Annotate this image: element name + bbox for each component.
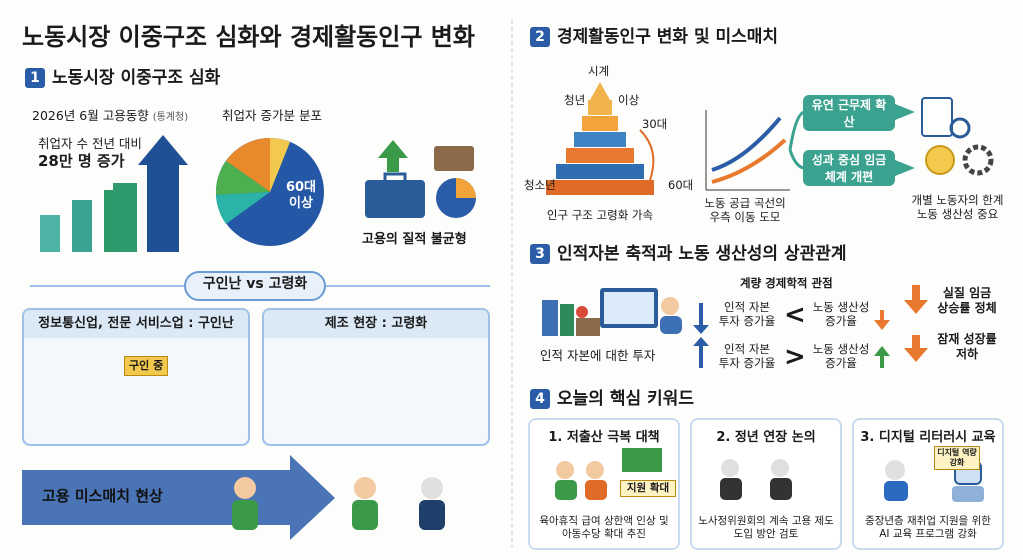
section-number: 1 <box>25 68 45 88</box>
growth-value: 28만 명 증가 <box>38 152 125 170</box>
branch-box: 성과 중심 임금 체계 개편 <box>803 150 895 186</box>
section-title: 오늘의 핵심 키워드 <box>557 389 694 409</box>
hiring-sign: 구인 중 <box>124 356 169 376</box>
perspective: 계량 경제학적 관점 <box>740 276 833 290</box>
pyramid-label: 60대 <box>668 178 694 192</box>
growth-caption: 취업자 수 전년 대비 <box>38 136 142 151</box>
section-title: 경제활동인구 변화 및 미스매치 <box>557 27 779 47</box>
pyramid-label: 이상 <box>618 93 640 107</box>
pyramid-caption: 인구 구조 고령화 가속 <box>546 208 654 222</box>
pyramid-label: 청소년 <box>524 178 556 192</box>
mismatch-label: 고용 미스매치 현상 <box>42 487 163 505</box>
card-title: 3. 디지털 리터러시 교육 <box>860 430 996 445</box>
comparison-left: 인적 자본 투자 증가율 <box>718 342 776 371</box>
release: 2026년 6월 고용동향 <box>32 108 149 123</box>
pie-label: 60대 이상 <box>285 180 317 212</box>
comparison-result: 실질 임금 상승률 정체 <box>937 286 997 315</box>
card-text: 육아휴직 급여 상한액 인상 및 아동수당 확대 추진 <box>539 514 669 541</box>
card-title: 2. 정년 연장 논의 <box>716 430 816 445</box>
conclusion: 개별 노동자의 한계 노동 생산성 중요 <box>911 193 1004 222</box>
left-panel: 정보통신업, 전문 서비스업 : 구인난 <box>22 308 250 446</box>
pyramid-label: 시계 <box>588 64 610 78</box>
section-number: 3 <box>530 244 550 264</box>
panel-title: 제조 현장 : 고령화 <box>264 310 488 338</box>
versus-label: 구인난 vs 고령화 <box>202 276 308 292</box>
comparison-right: 노동 생산성 증가율 <box>812 342 870 371</box>
page-title: 노동시장 이중구조 심화와 경제활동인구 변화 <box>22 23 475 51</box>
section-number: 2 <box>530 27 550 47</box>
card-sign: 디지털 역량 강화 <box>934 446 980 470</box>
quality-label: 고용의 질적 불균형 <box>362 232 467 247</box>
card-text: 중장년층 재취업 지원을 위한 AI 교육 프로그램 강화 <box>865 514 991 541</box>
source: (통계청) <box>152 112 189 123</box>
comparison-left: 인적 자본 투자 증가율 <box>718 300 776 329</box>
section-title: 인적자본 축적과 노동 생산성의 상관관계 <box>557 244 847 264</box>
comparison-right: 노동 생산성 증가율 <box>812 300 870 329</box>
comparison-operator: < <box>784 300 806 330</box>
section-number: 4 <box>530 389 550 409</box>
section-title: 노동시장 이중구조 심화 <box>52 68 221 88</box>
pyramid-label: 청년 <box>564 93 586 107</box>
card-sign: 지원 확대 <box>620 480 676 498</box>
comparison-result: 잠재 성장률 저하 <box>937 332 997 361</box>
branch-box: 유연 근무제 확산 <box>803 95 895 131</box>
right-panel: 제조 현장 : 고령화 <box>262 308 490 446</box>
investment-caption: 인적 자본에 대한 투자 <box>540 348 656 363</box>
curve-caption: 노동 공급 곡선의 우측 이동 도모 <box>704 196 786 225</box>
panel-title: 정보통신업, 전문 서비스업 : 구인난 <box>24 310 248 338</box>
comparison-operator: > <box>784 342 806 372</box>
pie-title: 취업자 증가분 분포 <box>222 108 322 123</box>
pyramid-label: 30대 <box>642 117 668 131</box>
card-text: 노사정위원회의 계속 고용 제도 도입 방안 검토 <box>698 514 834 541</box>
card-title: 1. 저출산 극복 대책 <box>548 430 660 445</box>
